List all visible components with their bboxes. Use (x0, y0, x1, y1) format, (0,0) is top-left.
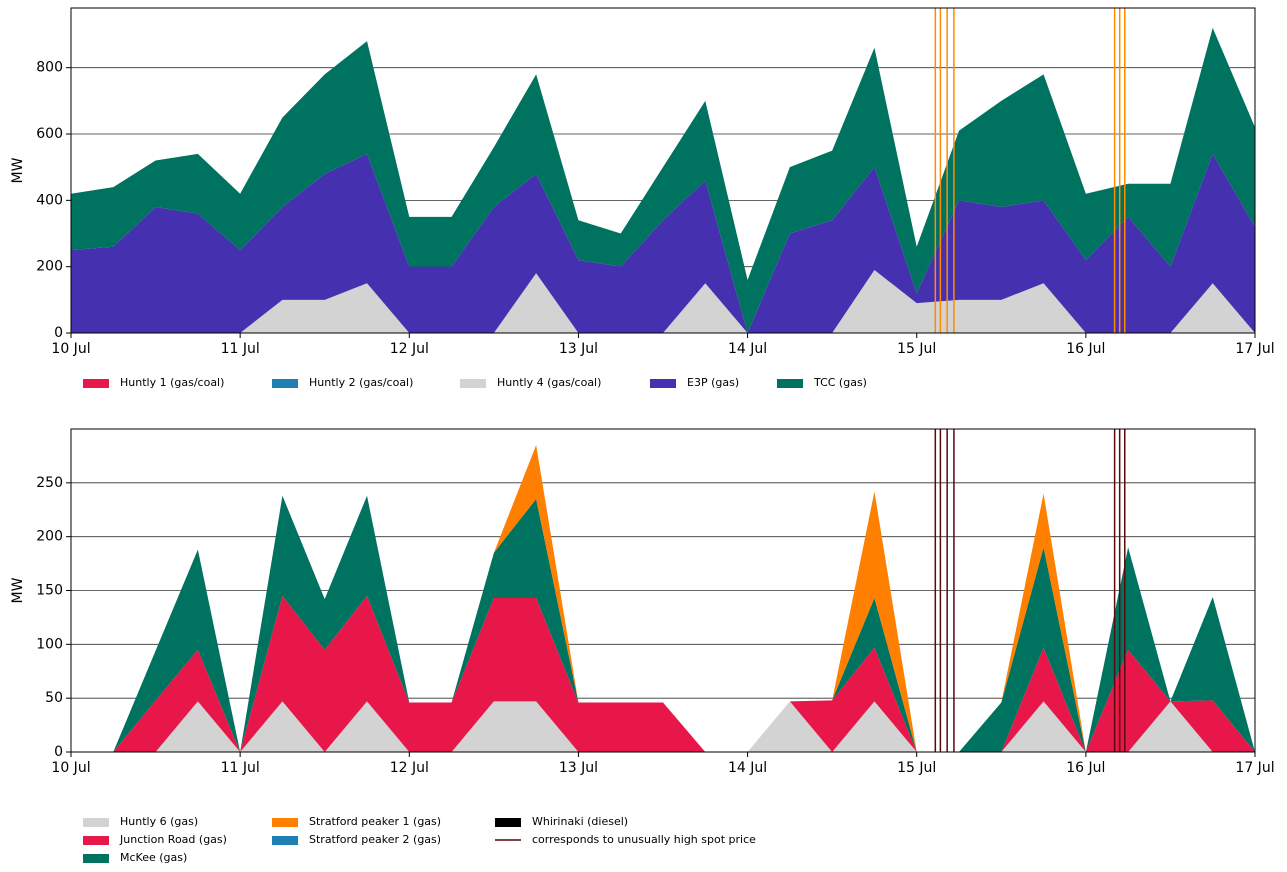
legend-swatch (83, 379, 109, 388)
y-tick-label: 100 (36, 636, 63, 652)
x-tick-label: 11 Jul (221, 760, 260, 776)
area (71, 269, 1255, 333)
legend-swatch (650, 379, 676, 388)
legend-swatch (495, 818, 521, 827)
legend-label: Huntly 1 (gas/coal) (120, 376, 224, 389)
y-tick-label: 250 (36, 475, 63, 491)
y-tick-label: 50 (45, 690, 63, 706)
plot-frame (70, 7, 1256, 334)
x-tick-label: 10 Jul (51, 341, 90, 357)
legend-label: McKee (gas) (120, 851, 187, 864)
x-tick-label: 13 Jul (559, 341, 598, 357)
plot-frame (70, 428, 1256, 753)
area (71, 701, 1255, 752)
legend-swatch (777, 379, 803, 388)
legend-swatch (83, 854, 109, 863)
x-tick-label: 11 Jul (221, 341, 260, 357)
legend-label: Whirinaki (diesel) (532, 815, 628, 828)
legend-label: Huntly 2 (gas/coal) (309, 376, 413, 389)
area (71, 27, 1255, 334)
y-axis-label: MW (10, 577, 26, 603)
x-tick-label: 17 Jul (1235, 760, 1274, 776)
y-axis-label: MW (10, 157, 26, 183)
legend-swatch (272, 836, 298, 845)
legend-label: TCC (gas) (813, 376, 867, 389)
legend-swatch (83, 818, 109, 827)
y-tick-label: 200 (36, 259, 63, 275)
x-tick-label: 15 Jul (897, 341, 936, 357)
legend-label: Stratford peaker 1 (gas) (309, 815, 441, 828)
y-tick-label: 800 (36, 60, 63, 76)
x-tick-label: 12 Jul (390, 341, 429, 357)
area (71, 153, 1255, 333)
y-tick-label: 0 (54, 325, 63, 341)
legend-label: Junction Road (gas) (119, 833, 227, 846)
legend-label: Huntly 6 (gas) (120, 815, 198, 828)
x-tick-label: 15 Jul (897, 760, 936, 776)
x-tick-label: 16 Jul (1066, 760, 1105, 776)
legend-swatch (272, 379, 298, 388)
y-tick-label: 150 (36, 583, 63, 599)
x-tick-label: 17 Jul (1235, 341, 1274, 357)
x-tick-label: 13 Jul (559, 760, 598, 776)
legend-label: corresponds to unusually high spot price (532, 833, 756, 846)
x-tick-label: 12 Jul (390, 760, 429, 776)
legend-label: Stratford peaker 2 (gas) (309, 833, 441, 846)
legend-swatch (272, 818, 298, 827)
legend-swatch (83, 836, 109, 845)
legend-label: Huntly 4 (gas/coal) (497, 376, 601, 389)
x-tick-label: 14 Jul (728, 760, 767, 776)
area (71, 495, 1255, 752)
x-tick-label: 16 Jul (1066, 341, 1105, 357)
y-tick-label: 200 (36, 529, 63, 545)
x-tick-label: 10 Jul (51, 760, 90, 776)
legend-swatch (460, 379, 486, 388)
y-tick-label: 0 (54, 744, 63, 760)
legend-label: E3P (gas) (687, 376, 739, 389)
x-tick-label: 14 Jul (728, 341, 767, 357)
y-tick-label: 600 (36, 126, 63, 142)
y-tick-label: 400 (36, 192, 63, 208)
area (71, 595, 1255, 752)
